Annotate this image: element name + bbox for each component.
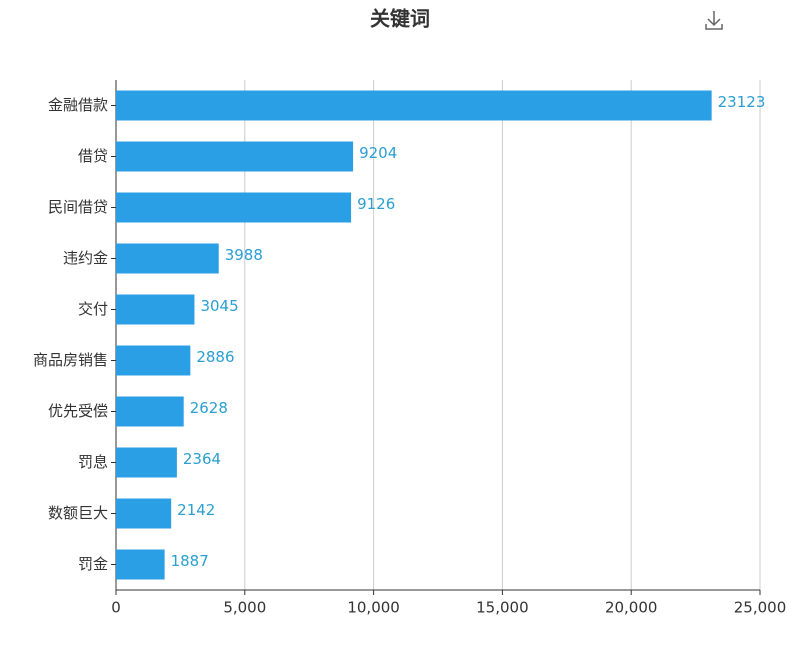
y-tick-label: 罚息 [78,453,108,471]
value-label: 1887 [171,552,209,570]
y-tick-label: 金融借款 [48,96,108,114]
bar [116,498,172,529]
x-tick-label: 10,000 [347,599,400,617]
y-tick-label: 民间借贷 [48,198,108,216]
bar [116,549,165,580]
x-tick-label: 20,000 [605,599,658,617]
bar [116,192,352,223]
x-tick-label: 5,000 [223,599,266,617]
bar [116,243,219,274]
x-tick-label: 15,000 [476,599,529,617]
value-label: 2142 [177,501,215,519]
value-label: 3045 [200,297,238,315]
bar [116,396,184,427]
bar [116,447,177,478]
bar [116,294,195,325]
y-tick-label: 数额巨大 [48,504,108,522]
bar [116,90,712,121]
y-tick-label: 交付 [78,300,108,318]
value-label: 2364 [183,450,221,468]
bar [116,141,354,172]
bar [116,345,191,376]
value-label: 2628 [190,399,228,417]
value-label: 9126 [357,195,395,213]
y-tick-label: 违约金 [63,249,108,267]
y-tick-label: 罚金 [78,555,108,573]
download-icon[interactable] [705,11,723,30]
y-tick-label: 借贷 [78,147,108,165]
x-tick-label: 25,000 [734,599,787,617]
x-tick-label: 0 [111,599,121,617]
download-button[interactable] [705,11,723,30]
value-label: 3988 [225,246,263,264]
value-label: 9204 [359,144,397,162]
value-label: 2886 [196,348,234,366]
y-tick-label: 商品房销售 [33,351,108,369]
value-label: 23123 [718,93,766,111]
chart-title: 关键词 [370,7,430,31]
y-tick-label: 优先受偿 [48,402,108,420]
